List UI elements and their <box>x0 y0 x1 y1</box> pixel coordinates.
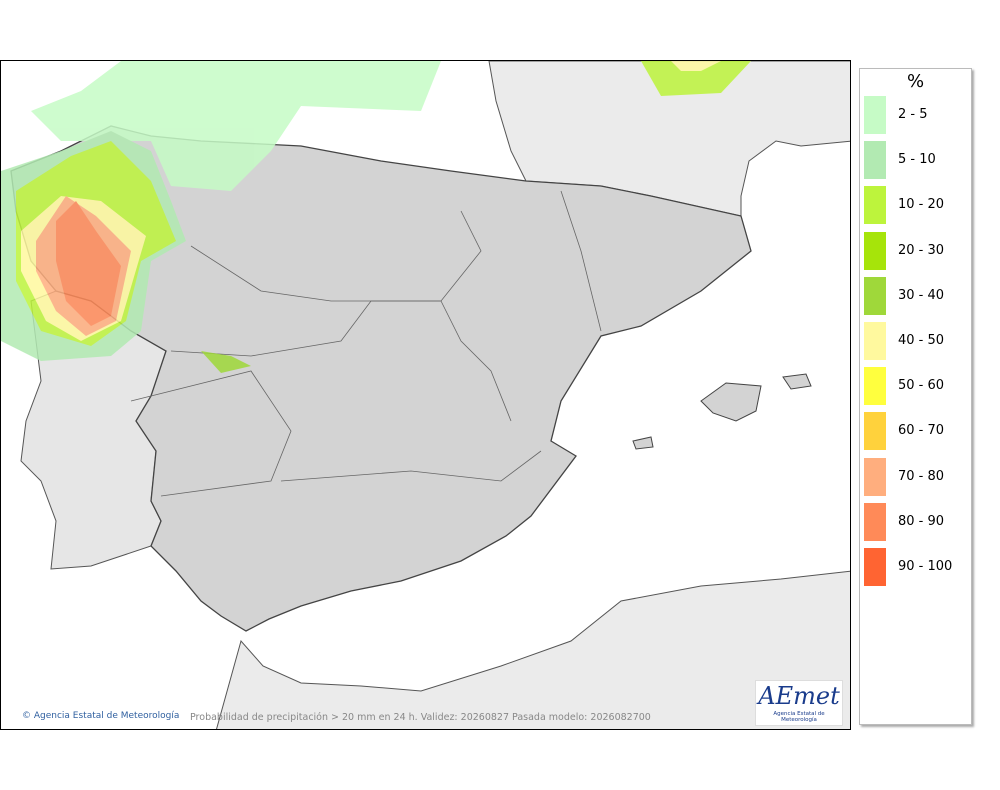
legend-item: 80 - 90 <box>864 502 968 541</box>
legend-label: 50 - 60 <box>898 378 945 394</box>
legend-label: 90 - 100 <box>898 559 953 574</box>
legend-label: 40 - 50 <box>898 333 945 348</box>
legend-swatch <box>864 548 886 586</box>
logo: AEmet Agencia Estatal de Meteorología <box>755 680 843 726</box>
legend-label: 30 - 40 <box>898 287 945 303</box>
legend-item: 40 - 50 <box>864 322 968 360</box>
legend-item: 50 - 60 <box>864 367 968 406</box>
legend-label: 80 - 90 <box>898 513 945 529</box>
legend-swatch <box>864 276 886 315</box>
legend-item: 60 - 70 <box>864 412 968 451</box>
map-svg <box>1 61 850 729</box>
legend-item: 10 - 20 <box>864 186 968 225</box>
legend-swatch <box>864 231 886 270</box>
legend-label: 70 - 80 <box>898 468 945 484</box>
legend-item: 70 - 80 <box>864 457 968 496</box>
credit: © Agencia Estatal de Meteorología <box>22 711 180 721</box>
legend-label: 5 - 10 <box>898 152 936 168</box>
legend-swatch <box>864 457 886 496</box>
legend-label: 20 - 30 <box>898 242 945 258</box>
legend-item: 5 - 10 <box>864 141 968 180</box>
caption: Probabilidad de precipitación > 20 mm en… <box>190 712 651 723</box>
legend-swatch <box>864 322 886 360</box>
legend-item: 30 - 40 <box>864 276 968 315</box>
legend-swatch <box>864 412 886 451</box>
legend-title: % <box>906 71 925 92</box>
legend-item: 20 - 30 <box>864 231 968 270</box>
legend-label: 60 - 70 <box>898 423 945 439</box>
logo-subtitle: Agencia Estatal de Meteorología <box>773 711 825 723</box>
logo-name: AEmet <box>758 682 840 710</box>
legend-swatch <box>864 367 886 406</box>
legend-item: 90 - 100 <box>864 548 968 586</box>
legend-swatch <box>864 96 886 134</box>
legend: % 2 - 5 5 - 10 10 - 20 20 - 30 30 - 40 40 - 5… <box>859 68 972 725</box>
legend-swatch <box>864 141 886 180</box>
legend-label: 10 - 20 <box>898 197 945 213</box>
legend-item: 2 - 5 <box>864 96 968 134</box>
legend-swatch <box>864 502 886 541</box>
legend-swatch <box>864 186 886 225</box>
map <box>0 60 851 730</box>
legend-label: 2 - 5 <box>898 107 928 122</box>
